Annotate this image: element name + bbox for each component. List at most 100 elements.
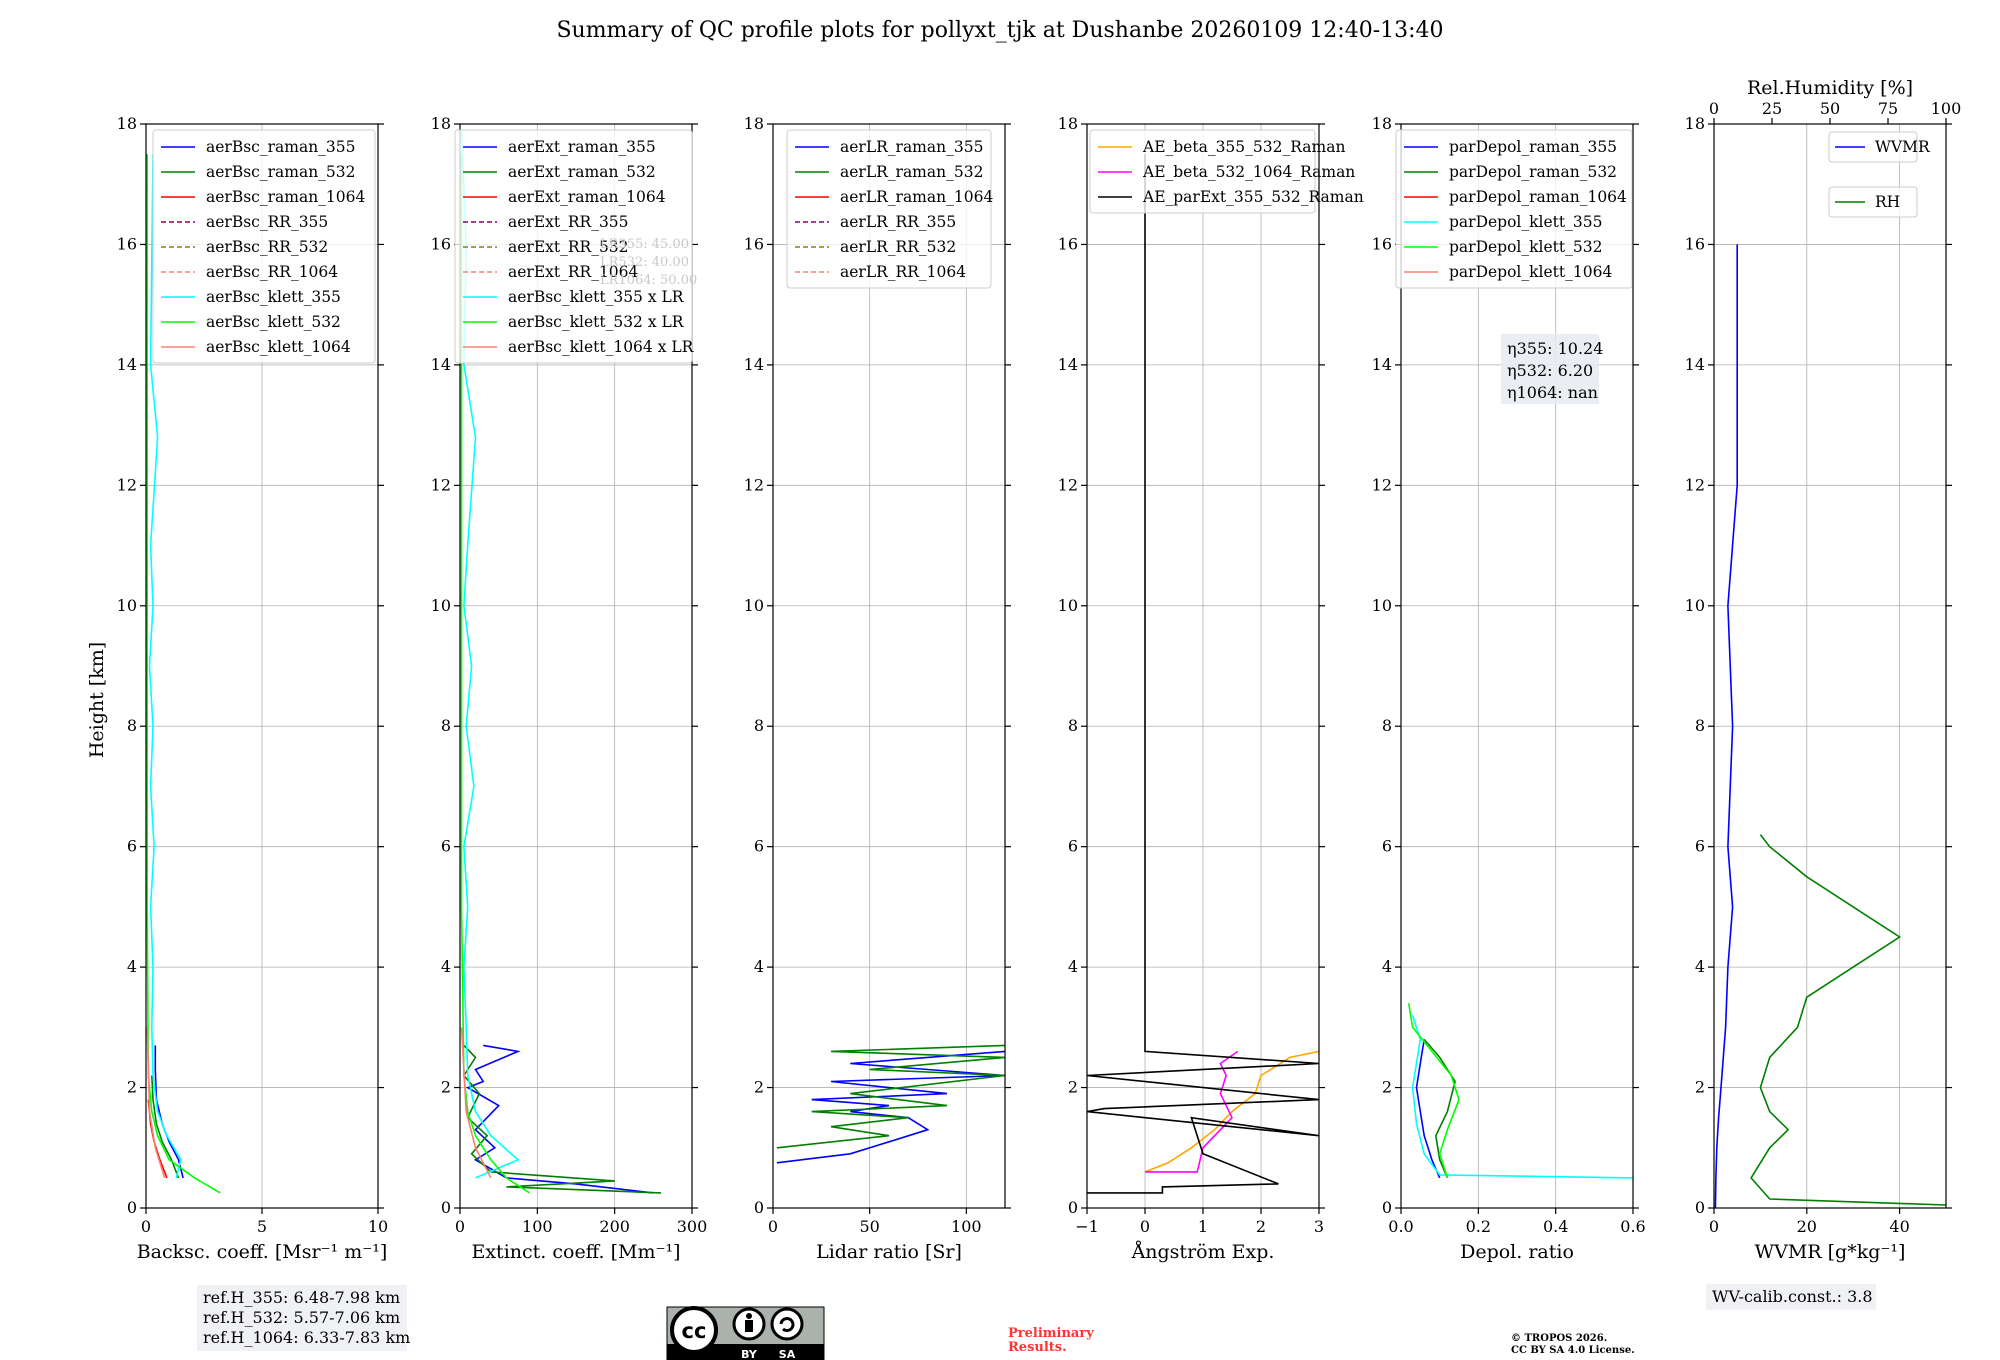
y-tick-label: 16: [744, 234, 764, 253]
copyright-line1: © TROPOS 2026.: [1511, 1333, 1607, 1344]
y-tick-label: 0: [127, 1198, 137, 1217]
y-tick-label: 10: [117, 596, 137, 615]
y-tick-label: 8: [1382, 716, 1392, 735]
axes-frame: [1400, 123, 1634, 1209]
legend-label: aerLR_raman_1064: [840, 188, 993, 206]
legend-label: parDepol_raman_355: [1449, 138, 1617, 156]
top-x-tick-label: 75: [1878, 99, 1898, 118]
legend-label: aerBsc_RR_1064: [206, 263, 338, 281]
y-tick-label: 14: [744, 355, 764, 374]
x-tick-label: 10: [368, 1217, 388, 1236]
x-tick-label: 50: [859, 1217, 879, 1236]
series-parDepol_raman_532: [1423, 1038, 1456, 1179]
y-tick-label: 2: [441, 1078, 451, 1097]
series-aerBsc_klett_532: [146, 154, 221, 1194]
x-axis-label: Backsc. coeff. [Msr⁻¹ m⁻¹]: [137, 1241, 388, 1263]
y-tick-label: 4: [754, 957, 764, 976]
series-aerLR_raman_532: [776, 1044, 1005, 1149]
ref-height-355: ref.H_355: 6.48-7.98 km: [203, 1288, 400, 1307]
legend-label: AE_beta_355_532_Raman: [1142, 138, 1345, 156]
y-tick-label: 18: [1372, 114, 1392, 133]
top-x-tick-label: 25: [1762, 99, 1782, 118]
series-parDepol_klett_532: [1407, 1003, 1460, 1179]
y-tick-label: 0: [754, 1198, 764, 1217]
lidar-ratio-note: LR355: 45.00: [600, 237, 689, 252]
eta-box: [1501, 334, 1599, 404]
legend-label: aerBsc_klett_532 x LR: [508, 313, 685, 331]
y-tick-label: 2: [1068, 1078, 1078, 1097]
x-tick-label: 0: [1140, 1217, 1150, 1236]
y-tick-label: 2: [1695, 1078, 1705, 1097]
y-tick-label: 12: [431, 475, 451, 494]
x-tick-label: 3: [1314, 1217, 1324, 1236]
y-tick-label: 6: [1382, 837, 1392, 856]
eta-value: η355: 10.24: [1507, 339, 1603, 358]
legend-label: aerBsc_klett_1064 x LR: [508, 338, 695, 356]
share-alike-icon: [770, 1307, 804, 1341]
legend-label: aerBsc_raman_355: [206, 138, 356, 156]
badge-sa-label: SA: [779, 1348, 796, 1360]
y-tick-label: 8: [754, 716, 764, 735]
series-AE_beta_355_532_Raman: [1144, 1050, 1319, 1173]
series-aerExt_raman_355: [465, 1044, 654, 1194]
x-axis-label: Ångström Exp.: [1131, 1241, 1275, 1263]
y-tick-label: 0: [1695, 1198, 1705, 1217]
y-tick-label: 18: [1058, 114, 1078, 133]
y-tick-label: 12: [1685, 475, 1705, 494]
legend-label: AE_beta_532_1064_Raman: [1142, 163, 1355, 181]
legend-label: aerLR_raman_532: [840, 163, 983, 181]
x-tick-label: 0: [455, 1217, 465, 1236]
y-tick-label: 10: [1372, 596, 1392, 615]
y-tick-label: 8: [127, 716, 137, 735]
y-tick-label: 0: [441, 1198, 451, 1217]
y-axis-label: Height [km]: [86, 642, 108, 758]
copyright-line2: CC BY SA 4.0 License.: [1511, 1345, 1635, 1356]
x-axis-label: WVMR [g*kg⁻¹]: [1755, 1241, 1906, 1263]
y-tick-label: 14: [1685, 355, 1705, 374]
y-tick-label: 6: [441, 837, 451, 856]
legend-label: aerBsc_klett_532: [206, 313, 341, 331]
legend-label: aerBsc_RR_532: [206, 238, 328, 256]
legend-box: [786, 129, 992, 289]
y-tick-label: 6: [127, 837, 137, 856]
x-tick-label: 100: [951, 1217, 982, 1236]
y-tick-label: 6: [754, 837, 764, 856]
legend-box: [1828, 186, 1918, 218]
y-tick-label: 4: [441, 957, 451, 976]
legend-label: aerBsc_RR_355: [206, 213, 328, 231]
x-tick-label: 0.4: [1543, 1217, 1568, 1236]
x-tick-label: 40: [1889, 1217, 1909, 1236]
axes-frame: [1713, 123, 1947, 1209]
legend: aerLR_raman_355 aerLR_raman_532 aerLR_rama…: [786, 129, 993, 289]
y-tick-label: 14: [431, 355, 451, 374]
series-aerBsc_klett_1064: [146, 1027, 166, 1179]
y-tick-label: 12: [1372, 475, 1392, 494]
legend-label: aerExt_raman_1064: [508, 188, 666, 206]
y-tick-label: 2: [127, 1078, 137, 1097]
x-tick-label: 0.0: [1388, 1217, 1413, 1236]
y-tick-label: 14: [1058, 355, 1078, 374]
y-tick-label: 4: [127, 957, 137, 976]
legend-label: aerBsc_klett_1064: [206, 338, 351, 356]
x-axis-label: Depol. ratio: [1460, 1241, 1574, 1263]
eta-value: η1064: nan: [1507, 383, 1598, 402]
y-tick-label: 10: [431, 596, 451, 615]
y-tick-label: 4: [1695, 957, 1705, 976]
x-tick-label: 100: [522, 1217, 553, 1236]
legend-label: WVMR: [1875, 138, 1931, 156]
series-aerBsc_klett_532 x LR: [460, 154, 531, 1194]
legend-label: aerLR_RR_1064: [840, 263, 966, 281]
y-tick-label: 6: [1695, 837, 1705, 856]
x-axis-label: Extinct. coeff. [Mm⁻¹]: [471, 1241, 680, 1263]
ref-height-532: ref.H_532: 5.57-7.06 km: [203, 1308, 400, 1327]
y-tick-label: 14: [117, 355, 137, 374]
legend-label: parDepol_raman_532: [1449, 163, 1617, 181]
y-tick-label: 18: [1685, 114, 1705, 133]
top-x-tick-label: 100: [1931, 99, 1962, 118]
legend-label: aerExt_RR_355: [508, 213, 629, 231]
series-AE_parExt_355_532_Raman: [1087, 154, 1319, 1194]
y-tick-label: 16: [117, 234, 137, 253]
x-tick-label: −1: [1075, 1217, 1099, 1236]
